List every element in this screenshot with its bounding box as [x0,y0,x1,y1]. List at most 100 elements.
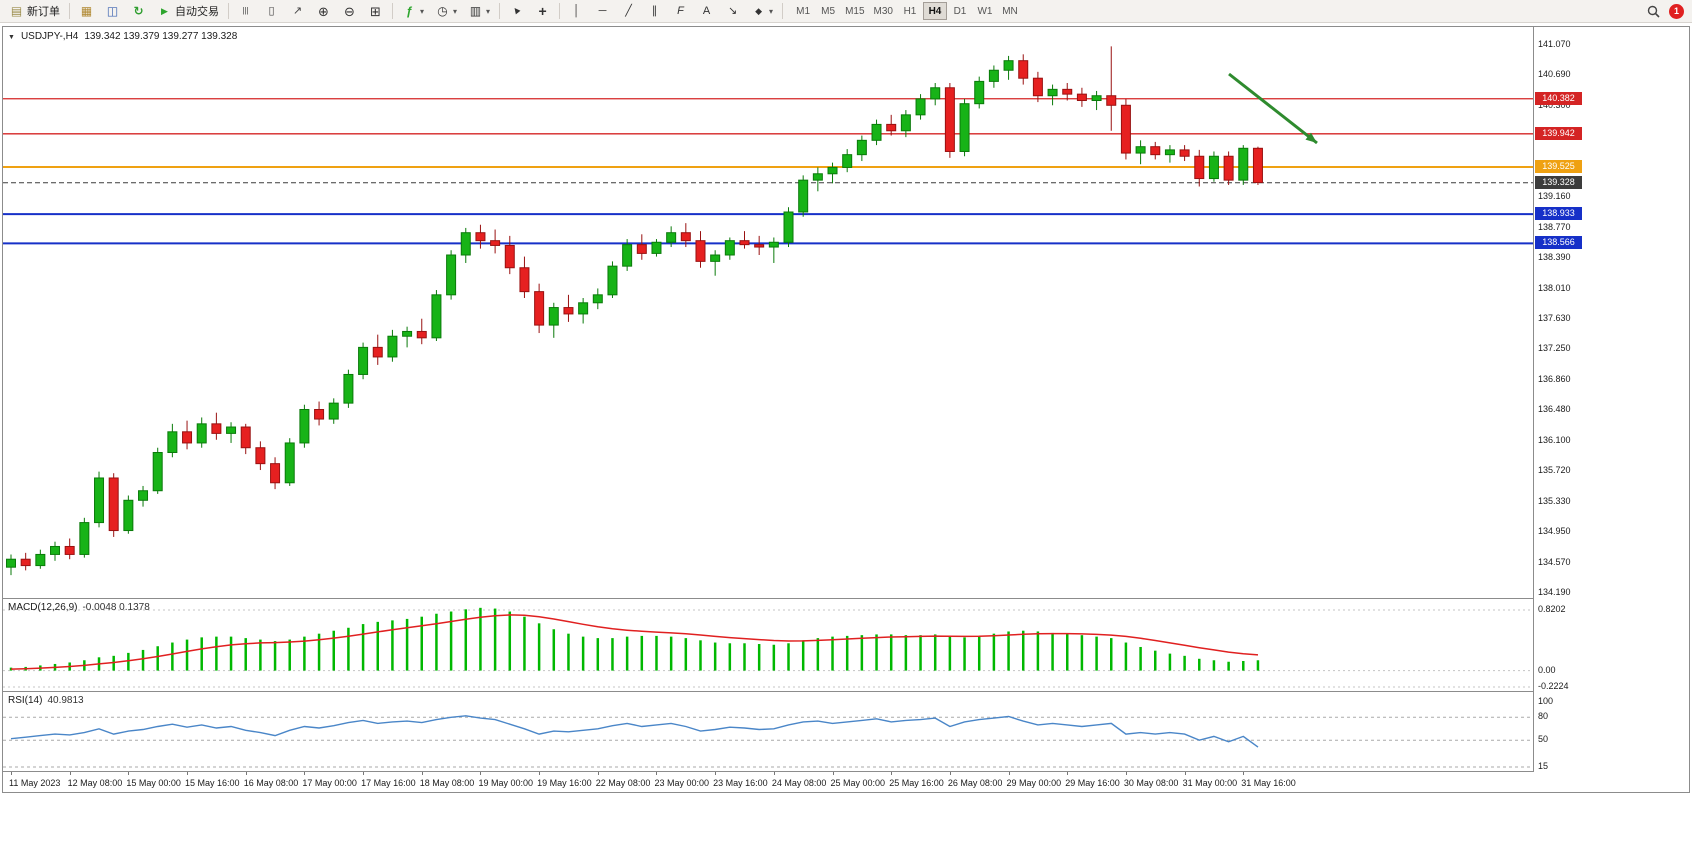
chart-symbol: USDJPY-,H4 [20,31,79,42]
timeframe-m1[interactable]: M1 [791,2,815,20]
time-axis-tick [832,772,834,775]
time-axis[interactable]: 11 May 2023 12 May 08:00 15 May 00:00 15 Ma… [3,771,1689,792]
line-chart-button[interactable] [285,2,310,21]
tile-windows-button[interactable] [363,2,388,21]
time-axis-tick [1125,772,1127,775]
macd-values: -0.0048 0.1378 [82,602,150,613]
time-axis-label: 31 May 16:00 [1241,778,1296,788]
time-axis-label: 23 May 00:00 [654,778,710,788]
zoom-out-button[interactable] [337,2,362,21]
chart-ohlc: 139.342 139.379 139.277 139.328 [84,31,238,42]
time-axis-tick [539,772,541,775]
bar-chart-button[interactable] [233,2,258,21]
price-chart-pane[interactable]: USDJPY-,H4 139.342 139.379 139.277 139.3… [3,27,1533,598]
data-window-icon [105,4,120,19]
fibonacci-icon [673,4,688,19]
autotrade-button[interactable]: 自动交易 [152,2,224,21]
timeframe-m15[interactable]: M15 [841,2,868,20]
navigator-icon [131,4,146,19]
price-axis-label: 134.570 [1538,556,1571,567]
market-watch-button[interactable] [74,2,99,21]
macd-canvas[interactable] [3,599,1533,691]
price-axis-label: 136.480 [1538,404,1571,415]
zoom-out-icon [342,4,357,19]
time-axis-label: 11 May 2023 [9,778,61,788]
zoom-in-button[interactable] [311,2,336,21]
timeframe-h1[interactable]: H1 [898,2,922,20]
navigator-button[interactable] [126,2,151,21]
text-tool-icon [699,4,714,19]
channel-button[interactable] [642,2,667,21]
toolbar-separator [69,3,70,19]
new-order-label: 新订单 [27,6,60,18]
data-window-button[interactable] [100,2,125,21]
rsi-axis-label: 15 [1538,761,1549,771]
timeframe-m30[interactable]: M30 [870,2,897,20]
timeframe-m5[interactable]: M5 [816,2,840,20]
tile-windows-icon [368,4,383,19]
text-tool-button[interactable] [694,2,719,21]
collapse-icon[interactable] [8,31,15,42]
price-chart-canvas[interactable] [3,27,1533,598]
chevron-down-icon [486,5,490,17]
time-axis-label: 19 May 16:00 [537,778,592,788]
fibonacci-button[interactable] [668,2,693,21]
horizontal-line-button[interactable] [590,2,615,21]
price-axis-label: 140.690 [1538,69,1571,80]
price-axis-label: 135.720 [1538,465,1571,476]
autotrade-label: 自动交易 [175,6,219,18]
periods-button[interactable] [430,2,462,21]
time-axis-tick [597,772,599,775]
price-badge-139.942: 139.942 [1535,126,1582,140]
rsi-canvas[interactable] [3,692,1533,771]
shapes-button[interactable] [746,2,778,21]
vertical-line-button[interactable] [564,2,589,21]
time-axis-label: 29 May 00:00 [1006,778,1062,788]
autotrade-play-icon [157,4,172,19]
cursor-icon [509,4,524,19]
time-axis-label: 30 May 08:00 [1123,778,1179,788]
price-axis-label: 137.250 [1538,343,1571,354]
timeframe-d1[interactable]: D1 [948,2,972,20]
templates-button[interactable] [463,2,495,21]
time-axis-tick [480,772,482,775]
cursor-button[interactable] [504,2,529,21]
macd-pane[interactable]: MACD(12,26,9) -0.0048 0.1378 [3,598,1533,691]
time-axis-tick [421,772,423,775]
market-watch-icon [79,4,94,19]
rsi-pane[interactable]: RSI(14) 40.9813 [3,691,1533,771]
candlestick-icon [264,4,279,19]
price-badge-140.382: 140.382 [1535,91,1582,105]
new-order-icon [9,4,24,19]
indicators-button[interactable] [397,2,429,21]
price-badge-138.566: 138.566 [1535,236,1582,250]
timeframe-w1[interactable]: W1 [973,2,997,20]
timeframe-h4[interactable]: H4 [922,2,947,20]
trend-arrow-annotation[interactable] [1228,72,1318,145]
new-order-button[interactable]: 新订单 [4,2,65,21]
price-axis-label: 139.160 [1538,191,1571,202]
time-axis-label: 25 May 00:00 [830,778,886,788]
price-axis[interactable]: 141.070140.690140.300139.910139.530139.1… [1533,27,1689,772]
arrow-tool-button[interactable] [720,2,745,21]
price-axis-label: 134.190 [1538,586,1571,597]
time-axis-tick [11,772,12,775]
trendline-button[interactable] [616,2,641,21]
crosshair-button[interactable] [530,2,555,21]
timeframe-group: M1 M5 M15 M30 H1 H4 D1 W1 MN [791,2,1022,20]
notification-badge[interactable]: 1 [1669,3,1684,19]
search-button[interactable] [1642,2,1664,21]
price-axis-label: 140.300 [1538,100,1571,111]
arrow-tool-icon [725,4,740,19]
price-badge-139.525: 139.525 [1535,160,1582,173]
shapes-icon [751,4,766,19]
chevron-down-icon [420,5,424,17]
candlestick-chart-button[interactable] [259,2,284,21]
rsi-axis-label: 100 [1538,696,1554,706]
rsi-label: RSI(14) 40.9813 [8,695,84,706]
timeframe-mn[interactable]: MN [998,2,1022,20]
time-axis-label: 25 May 16:00 [889,778,944,788]
indicators-icon [402,4,417,19]
